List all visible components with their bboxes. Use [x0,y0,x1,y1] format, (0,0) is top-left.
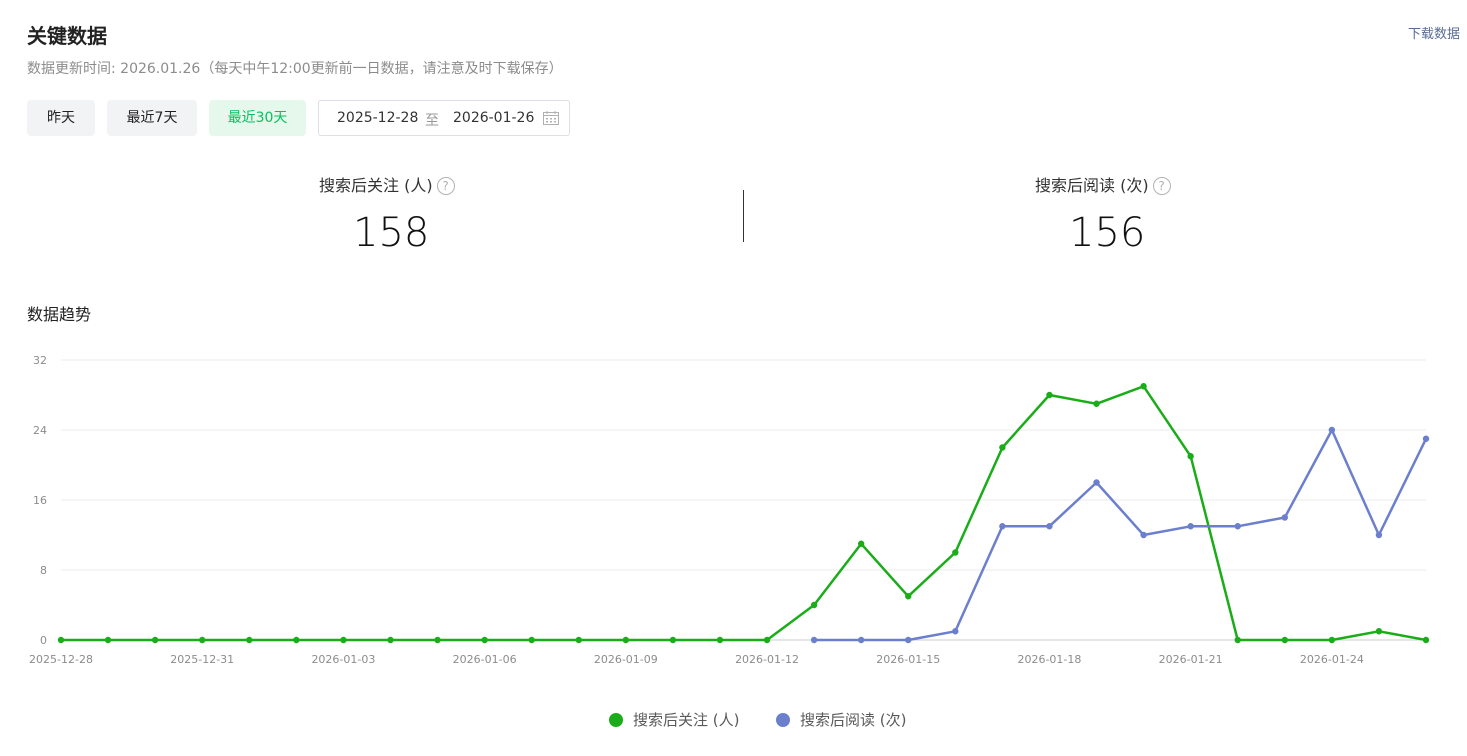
update-time-note: 数据更新时间: 2026.01.26（每天中午12:00更新前一日数据，请注意及… [27,61,563,77]
data-point [1140,531,1147,539]
data-point [151,636,159,644]
data-point [669,636,677,644]
data-point [810,636,818,644]
x-tick-label: 2026-01-09 [594,653,658,666]
download-data-link[interactable]: 下载数据 [1407,27,1460,42]
data-point [199,636,206,644]
data-point [716,636,724,644]
data-point [340,636,347,644]
data-point [1281,636,1288,644]
data-point [1093,479,1100,486]
help-icon[interactable]: ? [436,177,455,195]
data-point [810,601,818,609]
date-start[interactable]: 2025-12-28 [337,110,419,126]
x-tick-label: 2025-12-28 [29,653,93,666]
data-point [528,636,535,644]
data-point [857,540,865,547]
data-point [622,636,630,644]
x-tick-label: 2026-01-06 [453,653,517,666]
data-point [857,636,865,644]
range-30days-button[interactable]: 最近30天 [209,100,306,136]
data-point [763,636,771,644]
metric-follow-label-text: 搜索后关注 (人) [319,176,433,195]
data-point [1328,426,1336,434]
data-point [481,636,488,644]
date-separator: 至 [425,113,439,129]
data-point [1046,391,1053,399]
data-point [952,628,959,635]
y-tick-label: 8 [40,564,47,577]
data-point [1328,636,1336,644]
legend-dot-read [776,713,790,727]
data-point [104,636,112,644]
range-7days-button[interactable]: 最近7天 [107,100,197,136]
data-point [905,593,912,600]
data-point [57,636,65,644]
metric-divider [743,190,744,242]
data-point [1093,400,1100,407]
x-tick-label: 2026-01-24 [1300,653,1364,666]
data-point [1234,636,1241,644]
data-point [1234,523,1241,530]
date-end[interactable]: 2026-01-26 [453,110,535,126]
data-point [387,636,394,644]
x-tick-label: 2026-01-21 [1159,653,1223,666]
x-tick-label: 2025-12-31 [170,653,234,666]
metric-read-label: 搜索后阅读 (次)? [1035,172,1171,196]
calendar-icon[interactable] [543,111,559,125]
date-range-picker[interactable]: 2025-12-28 至 2026-01-26 [318,100,570,136]
y-tick-label: 16 [33,494,47,507]
data-point [1375,531,1383,539]
data-point [246,636,253,644]
data-point [1187,453,1194,460]
legend-item-read[interactable]: 搜索后阅读 (次) [776,709,906,730]
data-point [1422,435,1430,442]
page-title: 关键数据 [27,24,107,48]
x-tick-label: 2026-01-18 [1017,653,1081,666]
legend-dot-follow [609,713,623,727]
legend-item-follow[interactable]: 搜索后关注 (人) [609,709,739,730]
metric-read-value: 156 [1069,210,1146,256]
data-point [1046,523,1053,530]
x-tick-label: 2026-01-12 [735,653,799,666]
data-point [1187,523,1194,530]
x-tick-label: 2026-01-03 [311,653,375,666]
data-point [905,636,912,644]
data-point [434,636,441,644]
metric-follow-label: 搜索后关注 (人)? [319,172,455,196]
series-line [61,385,1427,642]
range-yesterday-button[interactable]: 昨天 [27,100,95,136]
metric-read-label-text: 搜索后阅读 (次) [1035,176,1149,195]
data-point [1140,383,1147,390]
data-point [575,636,582,644]
x-tick-label: 2026-01-15 [876,653,940,666]
data-point [1422,636,1430,644]
y-tick-label: 0 [40,634,47,647]
data-point [1375,628,1383,635]
data-point [293,636,300,644]
y-tick-label: 24 [33,424,47,437]
data-point [952,549,959,556]
trend-title: 数据趋势 [27,305,92,324]
metric-follow-value: 158 [353,210,430,256]
data-point [999,444,1006,451]
legend-label-read: 搜索后阅读 (次) [800,711,907,729]
y-tick-label: 32 [33,354,47,367]
data-point [999,523,1006,530]
legend-label-follow: 搜索后关注 (人) [633,711,740,729]
data-point [1281,514,1288,521]
trend-line-chart: 0 8 16 24 32 2025-12-28 2025-12-31 2026-01-03 20… [29,354,1430,666]
help-icon[interactable]: ? [1152,177,1171,195]
series-line [814,428,1428,642]
